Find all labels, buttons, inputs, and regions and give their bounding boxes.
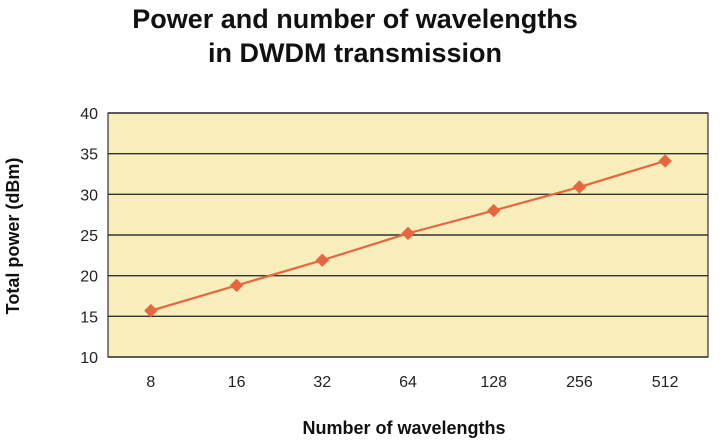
y-tick-label-15: 15 [80,309,98,326]
x-tick-label-32: 32 [313,374,331,391]
data-point-256 [572,180,587,194]
x-tick-labels: 8 16 32 64 128 256 512 [146,374,678,391]
y-tick-label-25: 25 [80,228,98,245]
x-tick-label-256: 256 [566,374,593,391]
y-tick-label-40: 40 [80,106,98,123]
y-tick-label-10: 10 [80,350,98,367]
series-layer [144,154,672,318]
x-tick-label-16: 16 [228,374,246,391]
y-tick-labels: 10 15 20 25 30 35 40 [80,106,98,367]
y-tick-label-35: 35 [80,147,98,164]
data-point-32 [315,253,329,267]
data-point-8 [144,303,158,318]
x-tick-label-8: 8 [146,374,155,391]
x-tick-label-512: 512 [652,374,679,391]
data-point-128 [487,203,501,218]
y-axis-title: Total power (dBm) [3,158,23,315]
data-point-512 [658,154,672,168]
data-point-16 [229,278,244,293]
data-point-64 [401,226,415,241]
x-tick-label-128: 128 [480,374,507,391]
chart-title-line-1: Power and number of wavelengths [132,4,578,34]
grid-lines [108,112,708,358]
x-tick-label-64: 64 [399,374,417,391]
chart-title-line-2: in DWDM transmission [208,38,502,68]
x-axis-title: Number of wavelengths [302,418,505,438]
y-tick-label-30: 30 [80,187,98,204]
y-tick-label-20: 20 [80,269,98,286]
